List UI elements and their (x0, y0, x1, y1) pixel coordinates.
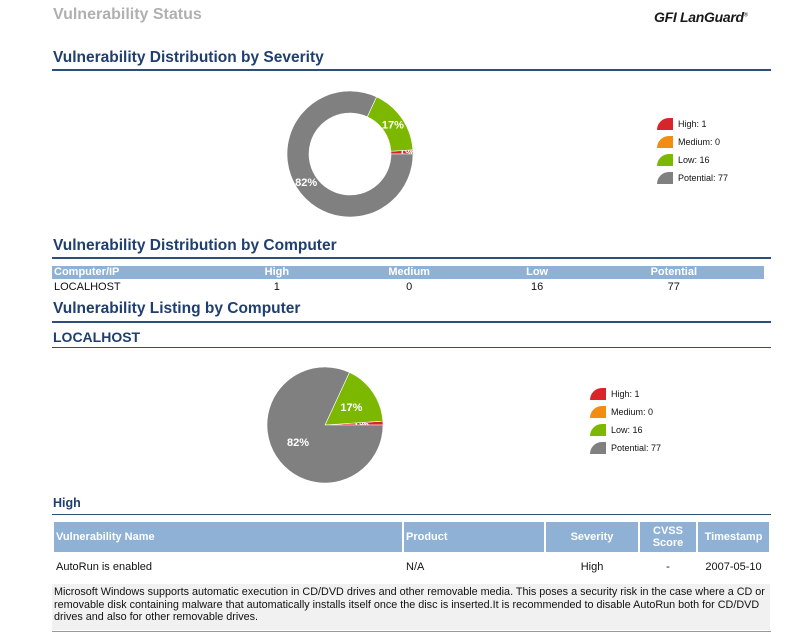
logo-trademark: ® (743, 12, 748, 19)
logo-brand: GFI (654, 9, 677, 25)
col-cvss-score[interactable]: CVSS Score (640, 522, 696, 552)
cell-cvss: - (666, 561, 670, 573)
computer-section-title: Vulnerability Distribution by Computer (53, 237, 337, 254)
legend-label-potential: Potential: 77 (611, 443, 662, 453)
description-rule (52, 631, 771, 632)
slice-label-potential: 82% (295, 177, 317, 189)
slice-label-low: 17% (340, 402, 362, 414)
col-product[interactable]: Product (404, 522, 544, 552)
cell-computer[interactable]: LOCALHOST (54, 281, 121, 293)
col-high[interactable]: High (226, 266, 328, 279)
legend-item-high: High: 1 (589, 385, 661, 403)
col-medium[interactable]: Medium (327, 266, 491, 279)
severity-donut-chart: 1%17%82% (286, 90, 415, 218)
legend-label-medium: Medium: 0 (678, 137, 721, 147)
distribution-table: Computer/IP High Medium Low Potential LO… (52, 266, 764, 296)
severity-section-rule (52, 69, 771, 71)
slice-low (324, 371, 384, 426)
vulnerability-description: Microsoft Windows supports automatic exe… (52, 584, 770, 630)
legend-label-low: Low: 16 (611, 425, 643, 435)
cell-potential: 77 (667, 281, 680, 293)
listing-section-rule (52, 321, 771, 323)
col-timestamp[interactable]: Timestamp (698, 522, 769, 552)
vulnerability-table: Vulnerability Name Product Severity CVSS… (52, 522, 771, 582)
listing-section-title: Vulnerability Listing by Computer (53, 300, 301, 317)
legend-swatch-potential (657, 172, 673, 184)
report-title: Vulnerability Status (53, 6, 202, 23)
slice-label-low: 17% (382, 120, 404, 132)
slice-label-potential: 82% (287, 437, 309, 449)
logo-product: LanGuard (680, 9, 744, 25)
localhost-legend: High: 1 Medium: 0 Low: 16 Potential: 77 (589, 385, 661, 457)
host-title: LOCALHOST (53, 329, 141, 345)
cell-product: N/A (406, 561, 425, 573)
col-potential[interactable]: Potential (583, 266, 764, 279)
legend-swatch-low (590, 424, 606, 436)
slice-potential (266, 366, 384, 484)
host-rule (52, 347, 771, 348)
legend-item-potential: Potential: 77 (589, 439, 661, 457)
legend-item-potential: Potential: 77 (656, 169, 728, 187)
legend-item-medium: Medium: 0 (589, 403, 661, 421)
col-vulnerability-name[interactable]: Vulnerability Name (54, 522, 402, 552)
severity-section-title: Vulnerability Distribution by Severity (53, 49, 324, 66)
legend-swatch-medium (657, 136, 673, 148)
legend-swatch-low (657, 154, 673, 166)
computer-section-rule (52, 257, 771, 259)
gfi-languard-logo: GFI LanGuard® (654, 9, 748, 25)
legend-label-high: High: 1 (611, 389, 640, 399)
legend-swatch-high (590, 388, 606, 400)
severity-legend: High: 1 Medium: 0 Low: 16 Potential: 77 (656, 115, 728, 187)
col-low[interactable]: Low (490, 266, 584, 279)
legend-item-high: High: 1 (656, 115, 728, 133)
col-cvss-line2: Score (652, 537, 684, 549)
legend-label-potential: Potential: 77 (678, 173, 729, 183)
legend-swatch-potential (590, 442, 606, 454)
legend-item-low: Low: 16 (656, 151, 728, 169)
distribution-table-header: Computer/IP High Medium Low Potential (52, 266, 764, 279)
cell-low: 16 (530, 281, 544, 293)
cell-timestamp: 2007-05-10 (705, 561, 762, 573)
cell-high: 1 (273, 281, 280, 293)
cell-vulnerability-name[interactable]: AutoRun is enabled (56, 561, 153, 573)
legend-swatch-medium (590, 406, 606, 418)
legend-item-medium: Medium: 0 (656, 133, 728, 151)
localhost-pie-chart: 1%17%82% (266, 366, 384, 484)
col-severity[interactable]: Severity (546, 522, 638, 552)
legend-swatch-high (657, 118, 673, 130)
vulnerability-table-header: Vulnerability Name Product Severity CVSS… (54, 522, 769, 552)
cell-medium: 0 (406, 281, 413, 293)
slice-potential (286, 90, 414, 218)
col-computer-ip[interactable]: Computer/IP (52, 266, 226, 279)
legend-label-medium: Medium: 0 (611, 407, 654, 417)
col-cvss-line1: CVSS (653, 525, 683, 537)
cell-severity: High (580, 561, 604, 573)
legend-item-low: Low: 16 (589, 421, 661, 439)
table-row: LOCALHOST 1 0 16 77 (52, 279, 764, 296)
legend-label-high: High: 1 (678, 119, 707, 129)
high-severity-rule (52, 514, 771, 515)
table-row: AutoRun is enabled N/A High - 2007-05-10 (54, 552, 769, 582)
high-severity-title: High (53, 496, 81, 510)
legend-label-low: Low: 16 (678, 155, 710, 165)
